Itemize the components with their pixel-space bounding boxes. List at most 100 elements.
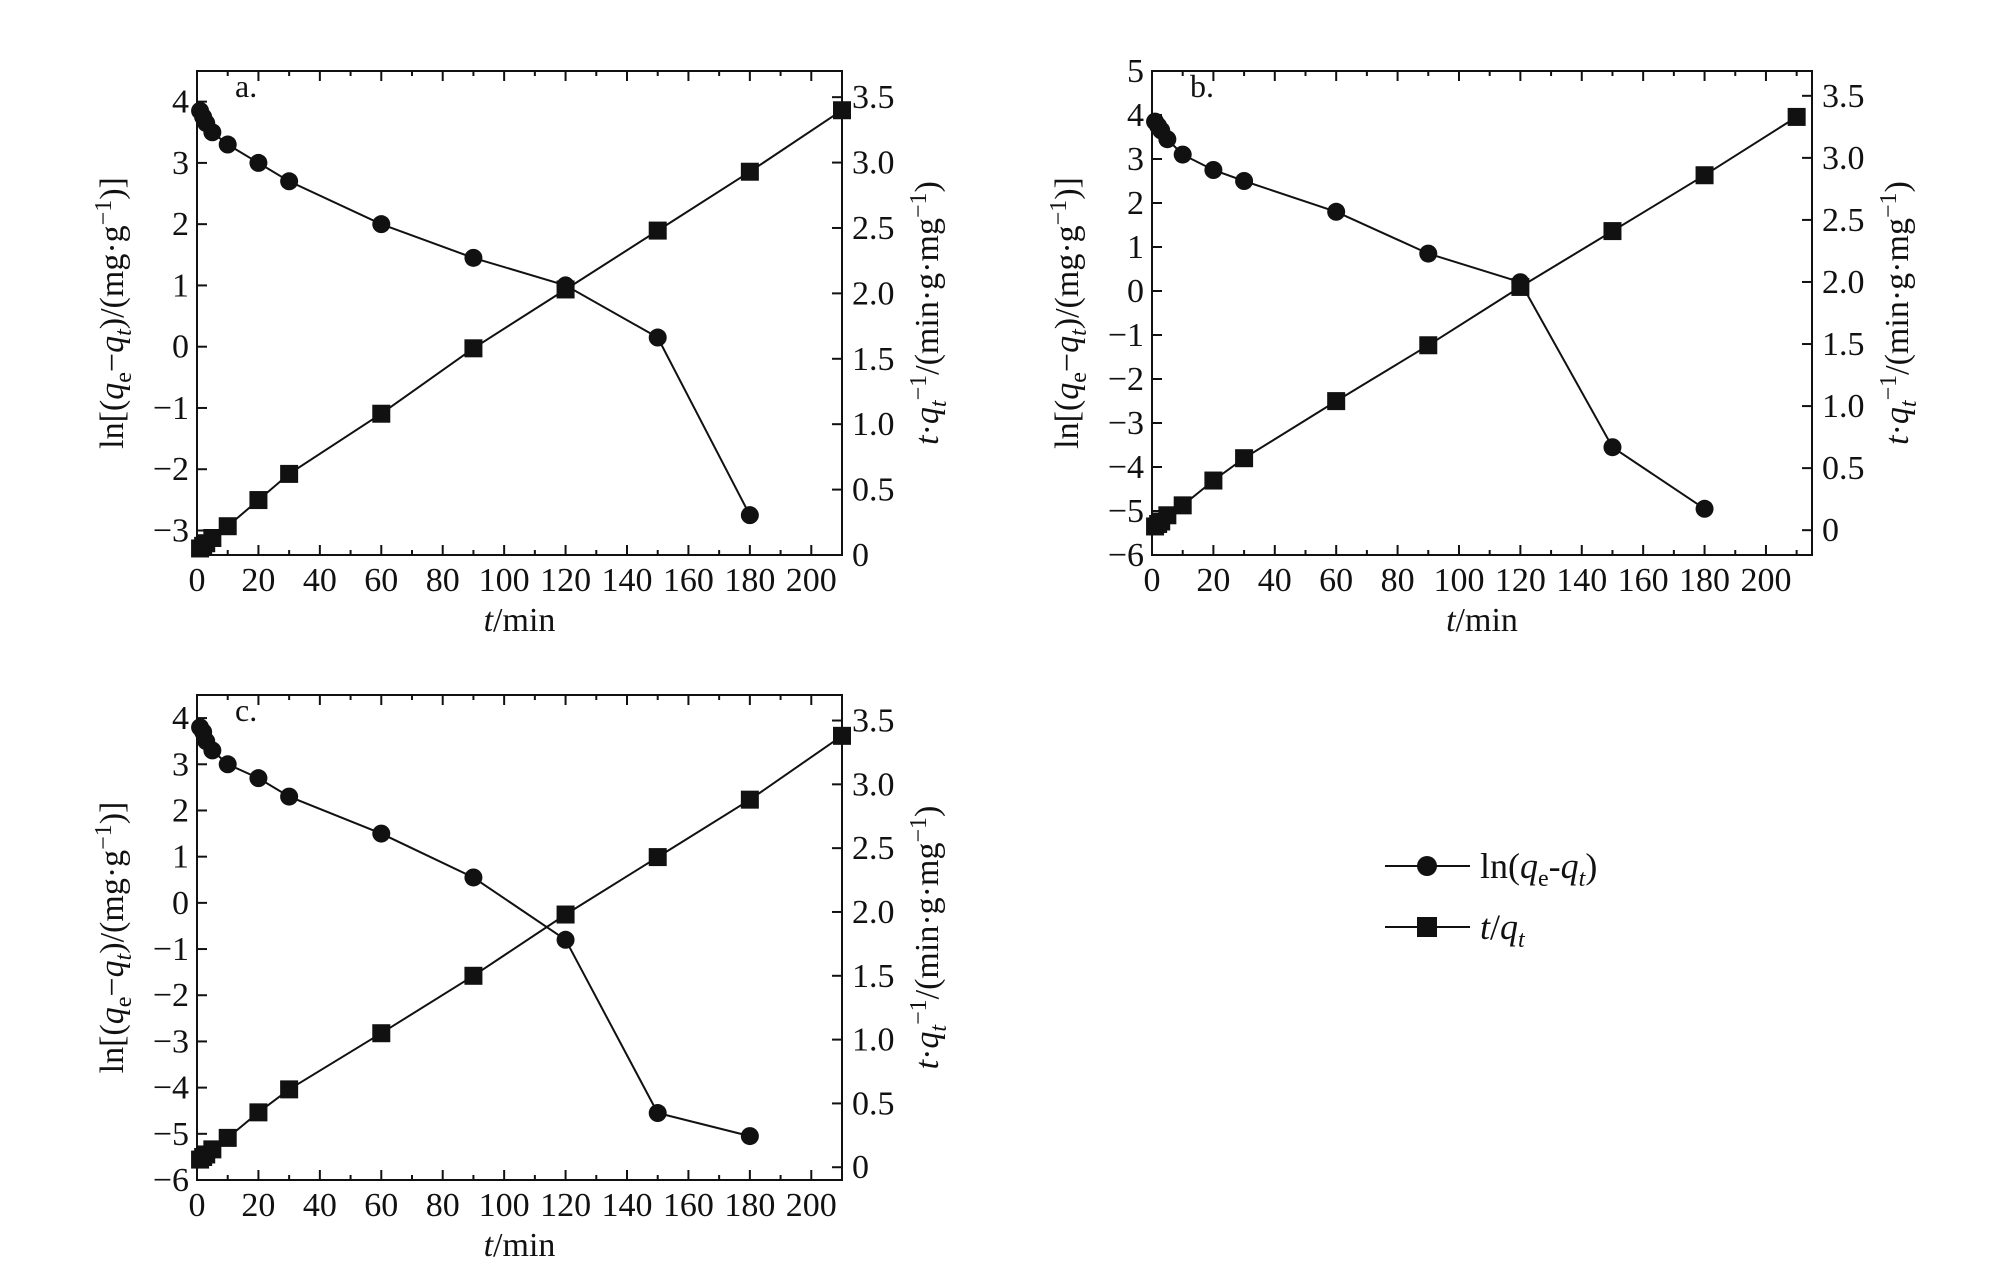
x-tick-label: 200 — [1740, 562, 1791, 599]
data-point-circle — [1204, 161, 1223, 179]
y-left-axis-title: ln[(qe−qt)/(mg·g−1)] — [91, 802, 137, 1074]
data-point-square — [833, 726, 851, 745]
x-tick-label: 140 — [602, 562, 653, 599]
data-point-circle — [280, 172, 299, 191]
x-tick-label: 60 — [1319, 562, 1353, 599]
x-tick-label: 200 — [786, 562, 837, 599]
data-point-square — [249, 1103, 268, 1122]
data-point-circle — [464, 868, 483, 887]
data-point-circle — [740, 1127, 759, 1146]
data-point-square — [1787, 107, 1806, 126]
x-tick-label: 20 — [241, 562, 275, 599]
legend-square-marker — [1417, 917, 1437, 937]
panel-c-chart: 0 20 40 60 80 100 120 140 160 180 200−6−5−4−3−2−10… — [91, 692, 952, 1264]
x-tick-label: 0 — [189, 1187, 206, 1224]
y-right-tick-label: 1.5 — [1822, 326, 1865, 363]
y-right-tick-label: 3.5 — [852, 703, 895, 740]
x-tick-label: 40 — [303, 1187, 337, 1224]
y-left-tick-label: −4 — [153, 1070, 189, 1107]
y-left-tick-label: −1 — [1108, 317, 1144, 354]
plot-frame — [1151, 70, 1813, 556]
x-tick-label: 80 — [426, 1187, 460, 1224]
plot-frame — [196, 694, 843, 1181]
y-right-tick-label: 0.5 — [852, 1085, 895, 1122]
y-left-tick-label: −5 — [1108, 493, 1144, 530]
x-tick-label: 180 — [1679, 562, 1730, 599]
x-tick-label: 80 — [426, 562, 460, 599]
data-point-square — [464, 339, 483, 358]
y-left-tick-label: −1 — [153, 931, 189, 968]
y-left-tick-label: 0 — [172, 885, 189, 922]
data-point-square — [1511, 277, 1530, 296]
y-left-tick-label: −3 — [1108, 405, 1144, 442]
y-left-tick-label: −1 — [153, 390, 189, 427]
y-left-tick-label: 1 — [172, 839, 189, 876]
x-tick-label: 160 — [1618, 562, 1669, 599]
series-line — [199, 110, 751, 516]
y-right-tick-label: 0 — [1822, 512, 1839, 549]
y-right-tick-label: 2.5 — [852, 830, 895, 867]
data-point-circle — [648, 1104, 667, 1123]
y-right-tick-label: 2.0 — [1822, 264, 1865, 301]
y-right-tick-label: 3.5 — [852, 79, 895, 116]
x-tick-label: 60 — [364, 1187, 398, 1224]
x-tick-label: 160 — [663, 1187, 714, 1224]
y-right-tick-label: 1.0 — [1822, 388, 1865, 425]
y-left-tick-label: −4 — [1108, 449, 1144, 486]
data-point-circle — [372, 215, 391, 234]
legend-label: ln(qe-qt) — [1480, 846, 1597, 892]
data-point-circle — [1603, 438, 1622, 457]
data-point-circle — [464, 248, 483, 267]
data-point-square — [218, 1128, 237, 1147]
data-point-square — [372, 1024, 391, 1043]
data-point-circle — [203, 741, 222, 760]
x-tick-label: 20 — [241, 1187, 275, 1224]
y-left-tick-label: 4 — [172, 84, 189, 121]
data-point-square — [372, 404, 391, 423]
x-tick-label: 100 — [479, 562, 530, 599]
data-point-square — [740, 162, 759, 181]
y-right-axis-title: t·qt−1/(min·g·mg−1) — [906, 181, 952, 445]
x-tick-label: 160 — [663, 562, 714, 599]
y-right-tick-label: 3.0 — [852, 766, 895, 803]
data-point-square — [556, 280, 575, 299]
data-point-circle — [218, 755, 237, 774]
y-right-tick-label: 2.5 — [852, 210, 895, 247]
x-axis-title: t/min — [484, 1227, 556, 1264]
data-point-circle — [1235, 172, 1254, 190]
x-tick-label: 140 — [602, 1187, 653, 1224]
panel-tag: b. — [1190, 68, 1214, 104]
y-right-tick-label: 3.0 — [852, 145, 895, 182]
data-point-square — [1695, 166, 1714, 185]
x-tick-label: 120 — [540, 1187, 591, 1224]
data-point-square — [464, 966, 483, 985]
y-left-tick-label: −2 — [1108, 361, 1144, 398]
panel-b-chart: 0 20 40 60 80 100 120 140 160 180 200−6−5−4−3−2−10… — [1046, 53, 1922, 639]
data-point-circle — [740, 506, 759, 525]
data-point-circle — [249, 153, 268, 172]
y-right-tick-label: 1.0 — [852, 1022, 895, 1059]
data-point-circle — [372, 824, 391, 843]
data-point-square — [249, 491, 268, 510]
y-left-tick-label: −6 — [1108, 537, 1144, 574]
data-point-square — [648, 221, 667, 240]
data-point-square — [1204, 471, 1223, 490]
data-point-square — [1235, 449, 1254, 468]
data-point-circle — [556, 930, 575, 949]
x-tick-label: 120 — [1495, 562, 1546, 599]
y-left-tick-label: 2 — [1127, 185, 1144, 222]
data-point-circle — [648, 328, 667, 347]
data-point-circle — [1695, 499, 1714, 518]
y-right-tick-label: 2.0 — [852, 894, 895, 931]
y-left-tick-label: 5 — [1127, 53, 1144, 90]
y-right-tick-label: 3.5 — [1822, 78, 1865, 115]
x-tick-label: 60 — [364, 562, 398, 599]
y-right-tick-label: 3.0 — [1822, 140, 1865, 177]
plot-frame — [196, 70, 843, 556]
data-point-circle — [1173, 145, 1192, 164]
y-left-tick-label: 3 — [1127, 141, 1144, 178]
data-point-circle — [1158, 130, 1177, 149]
data-point-square — [556, 905, 575, 924]
data-point-square — [1419, 336, 1438, 355]
x-tick-label: 100 — [479, 1187, 530, 1224]
